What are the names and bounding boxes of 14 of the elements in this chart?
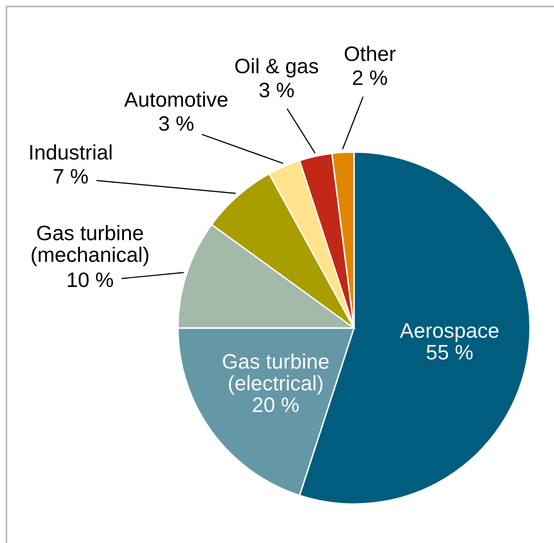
data-label: 20 % [252,397,299,412]
slice-label: Aerospace [400,323,498,342]
slice-label: Oil & gas [235,58,318,78]
slice-label: Automotive [124,92,228,107]
slice-label: Industrial [30,144,112,160]
data-label: 3 % [159,116,194,131]
slice-label: Gas turbine (mechanical) [32,225,148,266]
slice-label: Gas turbine (electrical) [222,354,329,395]
data-label: 2 % [352,70,388,86]
data-label: 10 % [68,272,114,288]
data-label: 3 % [259,82,294,98]
data-label: 7 % [54,169,88,184]
slice-label: Other [344,46,396,62]
data-label: 55 % [426,344,473,360]
